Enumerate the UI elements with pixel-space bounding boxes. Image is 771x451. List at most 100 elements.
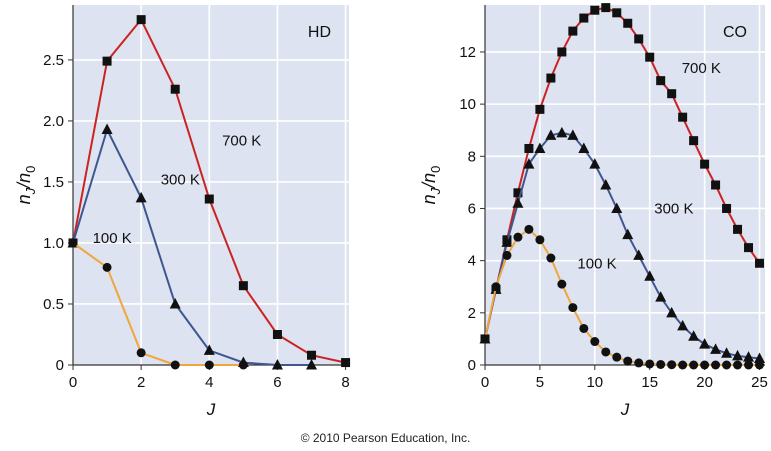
data-point-triangle <box>666 306 678 318</box>
plot-area <box>485 5 765 365</box>
y-tick-label: 12 <box>459 44 476 61</box>
y-tick-label: 4 <box>468 253 476 270</box>
data-point-circle <box>502 250 512 260</box>
copyright-notice: © 2010 Pearson Education, Inc. <box>300 431 471 445</box>
series-annotation: 100 K <box>93 230 132 247</box>
data-point-triangle <box>545 129 557 140</box>
data-point-square <box>568 26 578 36</box>
data-point-circle <box>491 282 501 292</box>
data-point-square <box>733 224 743 234</box>
data-point-square <box>667 89 677 99</box>
series-annotation: 700 K <box>682 60 721 77</box>
y-tick-label: 10 <box>459 96 476 113</box>
data-point-circle <box>733 360 743 370</box>
data-point-triangle <box>306 359 318 370</box>
y-tick-label: 2.5 <box>43 52 64 69</box>
data-point-circle <box>170 360 180 370</box>
data-point-triangle <box>677 319 689 331</box>
x-tick-label: 0 <box>481 374 489 391</box>
data-point-circle <box>579 323 589 333</box>
x-axis-label: J <box>620 400 630 419</box>
series-line <box>72 242 244 366</box>
data-point-triangle <box>501 236 513 247</box>
data-point-circle <box>568 303 578 313</box>
data-point-triangle <box>655 291 667 302</box>
data-point-triangle <box>633 249 645 260</box>
data-point-square <box>601 3 611 13</box>
data-point-circle <box>102 262 112 272</box>
data-point-circle <box>612 352 622 362</box>
data-point-square <box>590 5 600 15</box>
data-point-circle <box>689 360 699 370</box>
data-point-circle <box>634 358 644 368</box>
data-point-circle <box>623 356 633 366</box>
data-point-circle <box>68 238 78 248</box>
data-point-square <box>307 350 317 360</box>
data-point-triangle <box>622 228 634 240</box>
x-tick-label: 8 <box>341 374 349 391</box>
x-tick-label: 0 <box>69 374 77 391</box>
y-tick-label: 1.5 <box>43 174 64 191</box>
data-point-circle <box>711 360 721 370</box>
data-point-square <box>645 52 655 62</box>
data-point-circle <box>667 360 677 370</box>
y-axis-label: nJ/n0 <box>14 166 38 205</box>
y-axis-label: nJ/n0 <box>419 166 443 205</box>
data-point-circle <box>722 360 732 370</box>
y-tick-label: 8 <box>468 148 476 165</box>
x-tick-label: 2 <box>137 374 145 391</box>
data-point-triangle <box>203 344 215 355</box>
x-tick-label: 4 <box>205 374 213 391</box>
data-point-triangle <box>556 126 568 138</box>
data-point-circle <box>524 224 534 234</box>
data-point-square <box>513 188 523 198</box>
data-point-circle <box>546 253 556 263</box>
chart-hd: 0 2 4 6 8 0 0.5 1.0 1.5 2.0 2.5 JnJ/n0 HD 700 K 300 K 1… <box>14 5 351 419</box>
data-point-circle <box>678 360 688 370</box>
series-annotation: 700 K <box>222 132 261 149</box>
data-point-square <box>700 159 710 169</box>
plot-area <box>73 5 349 365</box>
y-tick-label: 6 <box>468 200 476 217</box>
data-point-circle <box>590 337 600 347</box>
data-point-triangle <box>699 338 711 349</box>
series-line <box>72 126 312 366</box>
data-point-triangle <box>600 179 612 190</box>
x-tick-label: 15 <box>641 374 658 391</box>
data-point-triangle <box>523 158 535 169</box>
data-point-triangle <box>754 352 766 363</box>
y-tick-label: 2 <box>468 305 476 322</box>
data-point-square <box>744 243 754 253</box>
data-point-triangle <box>721 347 733 358</box>
data-point-triangle <box>534 142 546 153</box>
data-point-square <box>623 18 633 28</box>
data-point-square <box>689 136 699 146</box>
data-point-circle <box>238 360 248 370</box>
data-point-triangle <box>101 123 113 134</box>
series-annotation: 300 K <box>654 201 693 218</box>
data-point-square <box>204 194 214 204</box>
data-point-circle <box>755 360 765 370</box>
data-point-circle <box>744 360 754 370</box>
data-point-square <box>678 112 688 122</box>
panel-title: CO <box>723 24 747 41</box>
x-tick-label: 25 <box>751 374 768 391</box>
data-point-triangle <box>688 330 700 341</box>
y-tick-label: 1.0 <box>43 235 64 252</box>
data-point-triangle <box>644 270 656 281</box>
y-tick-label: 0 <box>56 357 64 374</box>
data-point-triangle <box>169 297 181 309</box>
data-point-circle <box>645 359 655 369</box>
data-point-square <box>170 84 180 94</box>
data-point-square <box>524 143 534 153</box>
data-point-circle <box>557 279 567 289</box>
data-point-circle <box>204 360 214 370</box>
data-point-square <box>546 73 556 83</box>
y-tick-label: 0 <box>468 357 476 374</box>
data-point-square <box>656 76 666 86</box>
data-point-triangle <box>611 202 623 213</box>
data-point-circle <box>513 232 523 242</box>
data-point-square <box>238 281 248 291</box>
x-tick-label: 6 <box>273 374 281 391</box>
